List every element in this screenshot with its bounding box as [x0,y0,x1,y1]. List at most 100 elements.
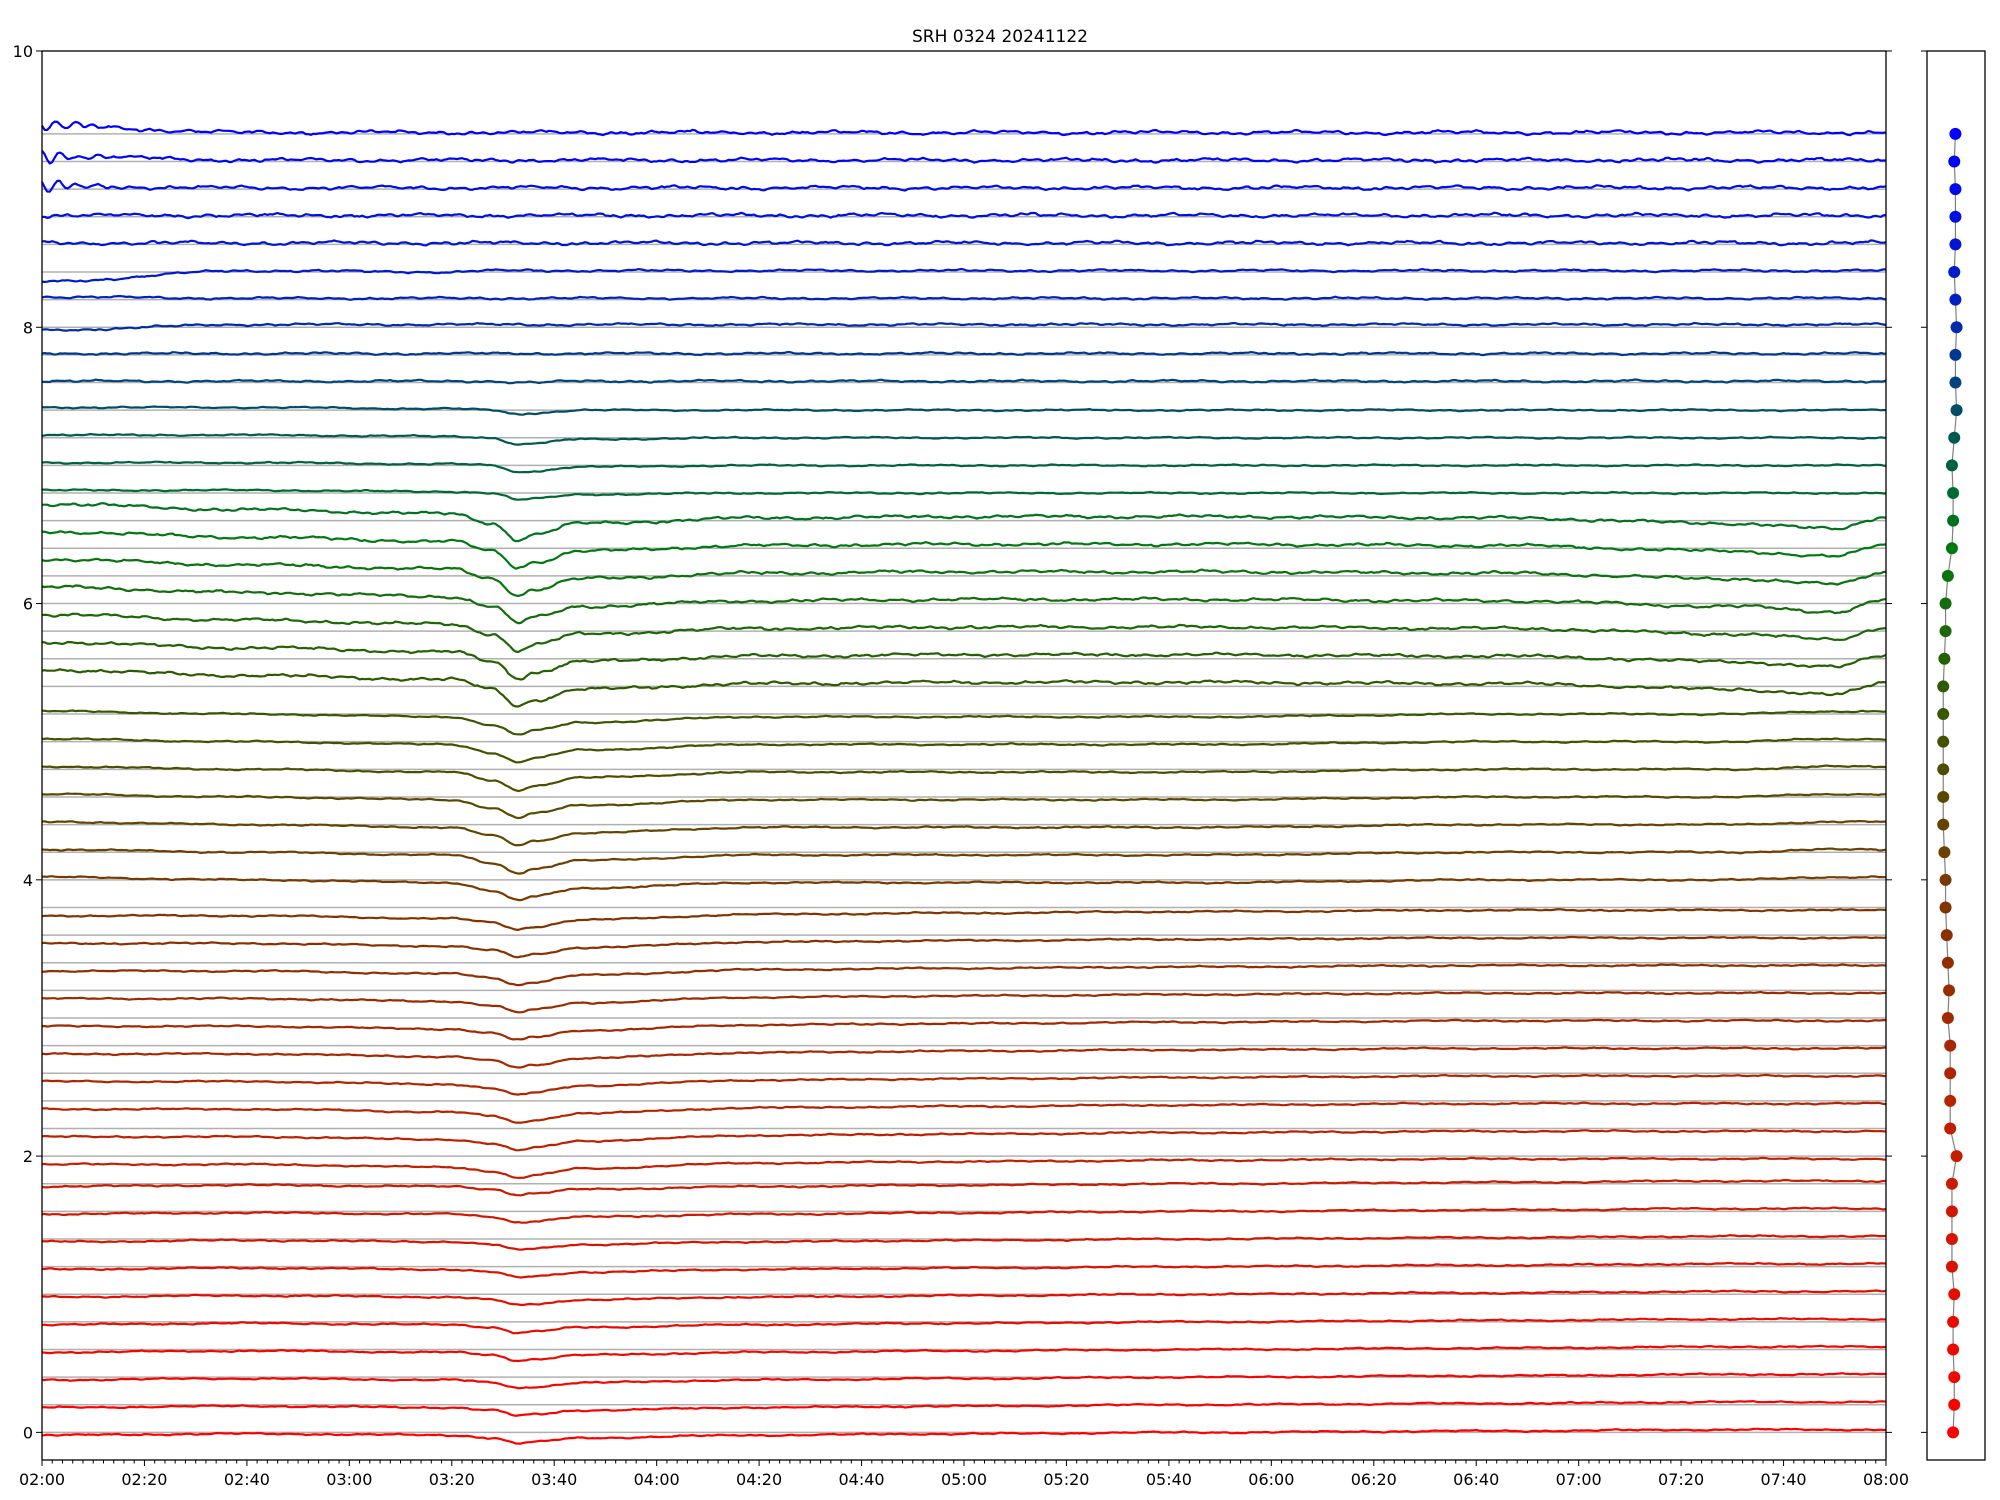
x-tick-label: 06:40 [1453,1470,1499,1489]
x-tick-label: 02:00 [19,1470,65,1489]
side-marker [1948,1288,1961,1301]
trace-line [41,321,1887,332]
y-tick-label: 8 [23,318,33,337]
trace-line [41,1372,1887,1390]
trace-line [42,963,1887,987]
side-panel-markers [1937,127,1963,1439]
side-marker [1939,873,1952,886]
trace-line [41,557,1887,597]
trace-line [41,1317,1887,1335]
trace-line [41,1206,1887,1224]
side-marker [1944,1067,1957,1080]
y-tick-label: 4 [23,871,33,890]
side-marker [1949,348,1962,361]
chart-title: SRH 0324 20241122 [912,27,1088,47]
x-tick-label: 05:00 [941,1470,987,1489]
trace-line [41,120,1887,137]
side-marker [1937,708,1950,721]
side-marker [1937,680,1950,693]
x-tick-label: 05:40 [1146,1470,1192,1489]
side-marker [1939,901,1952,914]
trace-line [41,1261,1887,1279]
trace-line [41,1046,1887,1069]
side-marker [1950,321,1963,334]
trace-line [41,990,1886,1014]
traces [41,120,1887,1445]
y-tick-label: 0 [23,1423,33,1442]
side-marker [1945,1260,1958,1273]
side-marker [1943,984,1956,997]
x-tick-label: 04:40 [839,1470,885,1489]
x-tick-label: 03:40 [531,1470,577,1489]
trace-line [41,709,1887,736]
side-marker [1944,1039,1957,1052]
trace-line [41,149,1886,165]
trace-line [41,640,1887,681]
trace-line [41,1427,1887,1445]
trace-line [42,488,1887,501]
trace-line [41,378,1887,385]
side-marker [1941,569,1954,582]
side-marker [1938,846,1951,859]
side-marker [1948,431,1961,444]
side-marker [1940,929,1953,942]
x-tick-label: 05:20 [1043,1470,1089,1489]
x-tick-label: 08:00 [1863,1470,1909,1489]
side-marker [1947,514,1960,527]
trace-line [41,1400,1887,1417]
x-tick-label: 02:40 [224,1470,270,1489]
side-panel [1921,50,1986,1461]
side-marker [1949,183,1962,196]
trace-line [41,908,1887,931]
trace-line [41,1129,1886,1152]
trace-line [41,502,1887,543]
trace-line [41,847,1887,875]
side-marker [1937,763,1950,776]
y-tick-label: 2 [23,1147,33,1166]
side-marker [1948,266,1961,279]
trace-line [42,1101,1887,1124]
x-tick-label: 07:40 [1761,1470,1807,1489]
x-axis: 02:00 02:20 02:40 03:00 03:20 03:40 04:00 04:20… [19,1460,1909,1489]
trace-line [42,792,1886,820]
trace-line [41,820,1886,847]
trace-line [41,530,1887,570]
x-tick-label: 07:20 [1658,1470,1704,1489]
x-tick-label: 03:00 [326,1470,372,1489]
trace-line [41,294,1887,301]
side-marker [1945,1232,1958,1245]
trace-line [41,875,1887,902]
side-marker [1948,1371,1961,1384]
side-marker [1945,1177,1958,1190]
y-tick-label: 6 [23,595,33,614]
x-tick-label: 04:20 [736,1470,782,1489]
trace-line [41,432,1887,446]
side-marker [1950,1150,1963,1163]
side-marker [1949,210,1962,223]
trace-line [41,668,1887,708]
trace-line [41,764,1887,793]
side-panel-y-ticks [1921,50,1927,1433]
x-tick-label: 02:20 [121,1470,167,1489]
trace-line [41,211,1887,220]
trace-line [41,584,1887,625]
side-marker [1947,487,1960,500]
x-tick-label: 06:20 [1351,1470,1397,1489]
trace-line [41,612,1887,653]
trace-line [41,1073,1887,1096]
side-marker [1944,1094,1957,1107]
side-marker [1945,542,1958,555]
x-tick-label: 03:20 [429,1470,475,1489]
x-tick-label: 04:00 [634,1470,680,1489]
side-marker [1939,625,1952,638]
main-plot-frame [41,50,1887,1461]
trace-line [41,737,1887,764]
side-marker [1937,790,1950,803]
side-marker [1945,459,1958,472]
side-marker [1948,155,1961,168]
trace-line [41,179,1887,193]
trace-line [41,405,1887,416]
side-marker [1948,1398,1961,1411]
trace-line [41,350,1887,357]
